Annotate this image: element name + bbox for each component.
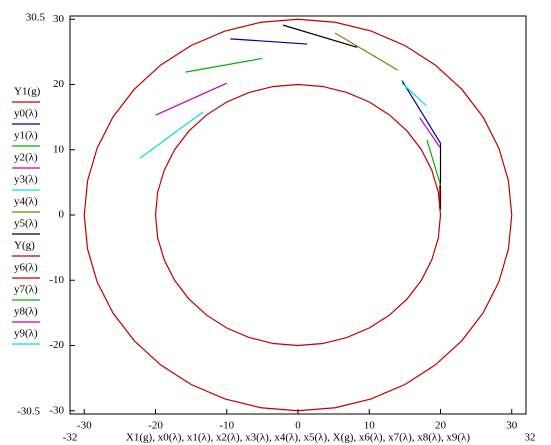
legend-label: y4(λ) [14, 196, 38, 208]
legend-label: y9(λ) [14, 328, 38, 340]
legend-label: y5(λ) [14, 218, 38, 230]
x-tick-label: 10 [364, 420, 376, 432]
x-tick-label: 30 [506, 420, 518, 432]
y-tick-label: -20 [49, 339, 64, 351]
y-tick-label: 30 [53, 13, 65, 25]
legend-label: y1(λ) [14, 130, 38, 142]
x-axis-label: X1(g), x0(λ), x1(λ), x2(λ), x3(λ), x4(λ)… [126, 432, 470, 444]
series-line [139, 111, 204, 159]
x-tick-label: 20 [435, 420, 447, 432]
legend-label: y6(λ) [14, 262, 38, 274]
series-line [282, 24, 442, 210]
legend-label: y7(λ) [14, 284, 38, 296]
series-line [155, 82, 227, 116]
x-tick-label: -30 [77, 420, 92, 432]
x-tick-label: -10 [219, 420, 234, 432]
legend-label: y8(λ) [14, 306, 38, 318]
legend-label: y3(λ) [14, 174, 38, 186]
y-tick-label: 0 [59, 209, 65, 221]
legend-label: Y(g) [14, 240, 35, 252]
series-line [83, 18, 513, 412]
y-limit-label: -30.5 [17, 406, 40, 418]
series-line [426, 139, 442, 186]
y-tick-label: 10 [53, 143, 65, 155]
series-line [419, 117, 441, 148]
series-line [185, 57, 263, 73]
y-limit-label: 30.5 [26, 12, 46, 24]
plot-frame [69, 15, 527, 415]
y-tick-label: -10 [49, 274, 64, 286]
legend-label: y2(λ) [14, 152, 38, 164]
legend-label: Y1(g) [14, 86, 41, 98]
x-limit-label: -32 [63, 432, 78, 444]
x-tick-label: -20 [148, 420, 163, 432]
series-line [230, 38, 442, 144]
series-line [401, 82, 427, 106]
series-line [154, 83, 442, 347]
y-tick-label: 20 [53, 78, 65, 90]
x-tick-label: 0 [295, 420, 301, 432]
x-limit-label: 32 [525, 432, 536, 444]
legend-label: y0(λ) [14, 108, 38, 120]
series-line [334, 32, 399, 71]
y-tick-label: -30 [49, 404, 64, 416]
